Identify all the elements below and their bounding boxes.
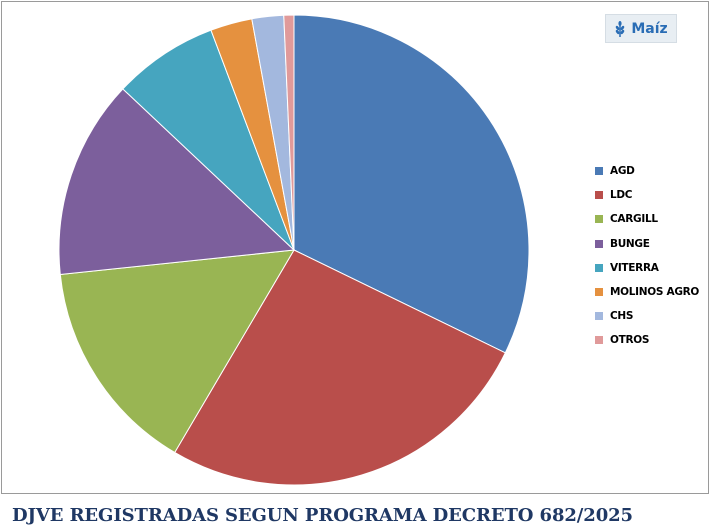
legend-label: BUNGE [610,237,650,250]
legend-item-ldc: LDC [595,183,699,207]
chart-footer-title: DJVE REGISTRADAS SEGUN PROGRAMA DECRETO … [12,505,633,526]
legend-swatch [595,288,603,297]
pie-slice-cargill [59,249,295,454]
legend-swatch [595,167,603,176]
legend-item-bunge: BUNGE [595,232,699,256]
legend-label: VITERRA [610,261,659,274]
legend-item-cargill: CARGILL [595,207,699,231]
legend-swatch [595,215,603,224]
crop-tag: Maíz [605,14,677,43]
legend-label: CHS [610,310,634,323]
legend-label: LDC [610,189,633,202]
legend-label: AGD [610,165,635,178]
legend-swatch [595,191,603,200]
legend-swatch [595,263,603,272]
legend-item-molinos-agro: MOLINOS AGRO [595,280,699,304]
pie-slice-viterra [122,29,295,251]
legend-label: CARGILL [610,213,658,226]
legend-label: MOLINOS AGRO [610,286,700,299]
legend-item-agd: AGD [595,159,699,183]
pie-chart [58,14,530,486]
pie-slice-agd [293,14,530,354]
wheat-icon [616,20,625,37]
pie-slice-otros [283,14,295,251]
pie-slice-ldc [174,249,506,486]
legend-swatch [595,312,603,321]
crop-tag-label: Maíz [631,20,668,37]
pie-slice-bunge [58,88,296,276]
legend-label: OTROS [610,334,650,347]
legend-item-otros: OTROS [595,328,699,352]
legend: AGD LDC CARGILL BUNGE VITERRA MOLINOS AGRO CHS… [595,159,699,353]
legend-swatch [595,239,603,248]
legend-swatch [595,336,603,345]
legend-item-chs: CHS [595,304,699,328]
legend-item-viterra: VITERRA [595,256,699,280]
chart-area: Maíz AGD LDC CARGILL BUNGE VITERRA MOLINOS AG… [1,1,709,494]
